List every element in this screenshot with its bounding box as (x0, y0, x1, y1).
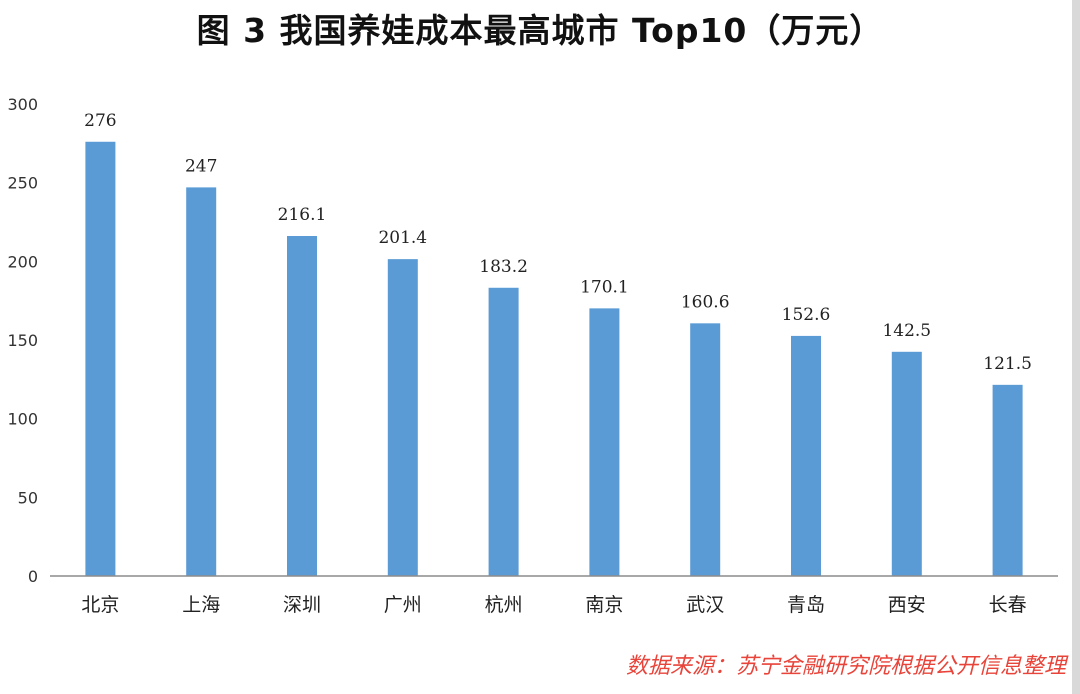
data-label: 276 (84, 111, 116, 131)
y-tick-label: 50 (18, 488, 38, 507)
bar (287, 236, 317, 576)
chart-title: 图 3 我国养娃成本最高城市 Top10（万元） (196, 11, 884, 50)
x-tick-label: 西安 (888, 594, 926, 616)
y-tick-label: 250 (7, 174, 38, 193)
bar (891, 351, 922, 576)
x-tick-label: 青岛 (787, 594, 825, 616)
data-label: 247 (185, 156, 217, 176)
data-label: 170.1 (580, 277, 629, 297)
bars (85, 141, 1023, 577)
y-tick-label: 150 (7, 331, 38, 350)
x-tick-label: 武汉 (686, 594, 724, 616)
x-tick-label: 长春 (989, 594, 1027, 616)
x-tick-label: 北京 (81, 594, 119, 616)
bar (85, 141, 116, 576)
value-labels: 276 247 216.1 201.4 183.2 170.1 160.6 152.6 142.… (84, 111, 1032, 374)
bar (992, 384, 1023, 576)
bar (488, 287, 519, 576)
y-axis-ticks: 0 50 100 150 200 250 300 (7, 95, 38, 586)
x-tick-label: 南京 (585, 594, 623, 616)
bar (690, 323, 721, 576)
data-label: 183.2 (479, 257, 528, 277)
y-tick-label: 100 (7, 410, 38, 429)
x-tick-label: 上海 (182, 594, 220, 616)
y-tick-label: 300 (7, 95, 38, 114)
data-label: 152.6 (782, 305, 831, 325)
data-label: 216.1 (278, 205, 327, 225)
x-tick-label: 广州 (384, 594, 422, 616)
data-label: 142.5 (882, 321, 931, 341)
x-tick-label: 深圳 (283, 594, 321, 616)
y-tick-label: 0 (28, 567, 38, 586)
bar (186, 187, 217, 577)
data-label: 201.4 (378, 228, 427, 248)
window-edge (1072, 0, 1080, 694)
bar (387, 259, 418, 576)
bar (589, 308, 620, 576)
y-tick-label: 200 (7, 252, 38, 271)
data-label: 121.5 (983, 354, 1032, 374)
data-source-note: 数据来源：苏宁金融研究院根据公开信息整理 (625, 654, 1066, 679)
category-labels: 北京 上海 深圳 广州 杭州 南京 武汉 青岛 西安 长春 (81, 594, 1026, 616)
data-label: 160.6 (681, 292, 730, 312)
bar (791, 335, 821, 576)
x-tick-label: 杭州 (485, 594, 523, 616)
